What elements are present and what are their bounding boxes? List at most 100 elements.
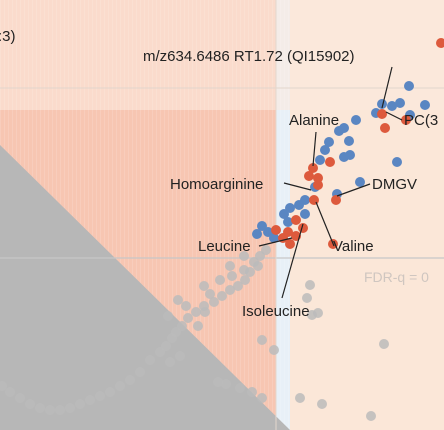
data-point-nonsignificant bbox=[5, 387, 15, 397]
annotation-leader-line bbox=[312, 131, 317, 167]
data-point-nonsignificant bbox=[313, 308, 323, 318]
data-point-down bbox=[269, 233, 279, 243]
data-point-down bbox=[315, 155, 325, 165]
data-point-nonsignificant bbox=[15, 393, 25, 403]
data-point-nonsignificant bbox=[235, 383, 245, 393]
annotation-leader-line bbox=[336, 183, 371, 197]
data-point-nonsignificant bbox=[193, 321, 203, 331]
data-point-down bbox=[404, 81, 414, 91]
data-point-up bbox=[298, 223, 308, 233]
data-point-up bbox=[285, 239, 295, 249]
annotation-label: Isoleucine bbox=[242, 303, 310, 320]
data-point-up bbox=[309, 195, 319, 205]
data-point-down bbox=[355, 177, 365, 187]
data-point-nonsignificant bbox=[366, 411, 376, 421]
annotation-labels: m/z634.6486 RT1.72 (QI15902) PC(3 Alanine H… bbox=[0, 28, 438, 320]
data-point-nonsignificant bbox=[225, 261, 235, 271]
data-point-down bbox=[420, 100, 430, 110]
data-point-down bbox=[395, 98, 405, 108]
data-point-down bbox=[377, 99, 387, 109]
data-point-nonsignificant bbox=[105, 387, 115, 397]
data-point-nonsignificant bbox=[221, 379, 231, 389]
annotation-leader-line bbox=[381, 66, 393, 109]
data-point-nonsignificant bbox=[25, 399, 35, 409]
data-point-nonsignificant bbox=[205, 289, 215, 299]
data-point-nonsignificant bbox=[257, 393, 267, 403]
annotation-label: PC(3 bbox=[404, 112, 438, 129]
data-point-down bbox=[334, 126, 344, 136]
data-point-nonsignificant bbox=[305, 280, 315, 290]
data-point-nonsignificant bbox=[261, 245, 271, 255]
data-point-nonsignificant bbox=[379, 339, 389, 349]
data-point-nonsignificant bbox=[181, 301, 191, 311]
annotation-label: :3) bbox=[0, 28, 16, 45]
annotation-label: Leucine bbox=[198, 238, 251, 255]
data-point-nonsignificant bbox=[227, 271, 237, 281]
data-point-nonsignificant bbox=[165, 357, 175, 367]
annotation-leader-line bbox=[283, 182, 312, 191]
data-point-nonsignificant bbox=[65, 403, 75, 413]
data-point-nonsignificant bbox=[45, 405, 55, 415]
data-point-up bbox=[325, 157, 335, 167]
data-point-nonsignificant bbox=[239, 265, 249, 275]
data-point-down bbox=[279, 209, 289, 219]
data-point-nonsignificant bbox=[257, 335, 267, 345]
data-point-nonsignificant bbox=[95, 391, 105, 401]
data-point-nonsignificant bbox=[173, 295, 183, 305]
data-point-nonsignificant bbox=[233, 281, 243, 291]
data-point-nonsignificant bbox=[163, 311, 173, 321]
data-point-nonsignificant bbox=[317, 399, 327, 409]
data-point-up bbox=[436, 38, 444, 48]
data-point-nonsignificant bbox=[225, 285, 235, 295]
data-point-up bbox=[304, 171, 314, 181]
annotation-label: m/z634.6486 RT1.72 (QI15902) bbox=[143, 48, 355, 65]
data-point-up bbox=[271, 225, 281, 235]
data-point-nonsignificant bbox=[200, 307, 210, 317]
data-point-up bbox=[377, 109, 387, 119]
data-point-nonsignificant bbox=[213, 377, 223, 387]
data-point-nonsignificant bbox=[85, 395, 95, 405]
data-point-nonsignificant bbox=[167, 333, 177, 343]
data-point-nonsignificant bbox=[240, 275, 250, 285]
annotation-label: Alanine bbox=[289, 112, 339, 129]
triangle-region bbox=[0, 145, 290, 430]
data-point-nonsignificant bbox=[247, 387, 257, 397]
threshold-label: FDR-q = 0 bbox=[364, 269, 429, 285]
data-point-up bbox=[291, 215, 301, 225]
data-point-down bbox=[339, 152, 349, 162]
data-point-up bbox=[313, 173, 323, 183]
data-point-nonsignificant bbox=[55, 405, 65, 415]
data-point-nonsignificant bbox=[209, 297, 219, 307]
data-point-nonsignificant bbox=[125, 375, 135, 385]
data-point-nonsignificant bbox=[215, 275, 225, 285]
data-point-up bbox=[331, 195, 341, 205]
data-point-nonsignificant bbox=[115, 381, 125, 391]
data-point-nonsignificant bbox=[199, 281, 209, 291]
data-point-nonsignificant bbox=[0, 381, 7, 391]
data-point-up bbox=[308, 163, 318, 173]
annotation-leader-line bbox=[385, 111, 403, 121]
data-point-up bbox=[401, 115, 411, 125]
data-point-nonsignificant bbox=[269, 345, 279, 355]
data-point-nonsignificant bbox=[145, 355, 155, 365]
data-point-nonsignificant bbox=[155, 347, 165, 357]
data-point-down bbox=[283, 217, 293, 227]
data-point-down bbox=[392, 157, 402, 167]
data-point-down bbox=[344, 136, 354, 146]
data-point-nonsignificant bbox=[239, 251, 249, 261]
data-point-down bbox=[294, 200, 304, 210]
data-point-nonsignificant bbox=[135, 367, 145, 377]
annotation-lines bbox=[258, 66, 403, 299]
data-point-nonsignificant bbox=[183, 313, 193, 323]
data-point-down bbox=[252, 229, 262, 239]
data-point-nonsignificant bbox=[217, 291, 227, 301]
data-point-up bbox=[313, 180, 323, 190]
data-point-up bbox=[380, 123, 390, 133]
data-point-down bbox=[324, 137, 334, 147]
annotation-label: Valine bbox=[333, 238, 374, 255]
annotation-leader-line bbox=[281, 223, 304, 299]
data-point-down bbox=[387, 101, 397, 111]
data-point-nonsignificant bbox=[75, 399, 85, 409]
